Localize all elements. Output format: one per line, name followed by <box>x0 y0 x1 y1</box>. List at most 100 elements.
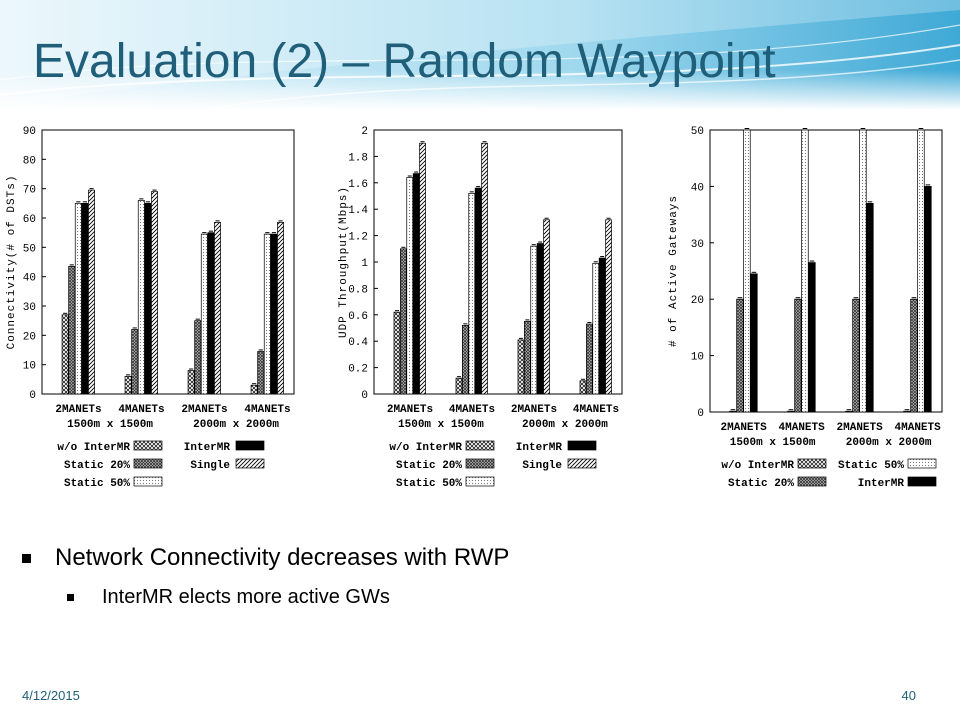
x-group-sublabel: 1500m x 1500m <box>67 419 153 431</box>
bar-static-20- <box>194 320 202 395</box>
x-group-label: 2MANETs <box>387 404 433 416</box>
legend-label: Static 50% <box>838 460 904 472</box>
x-group-label: 4MANETs <box>573 404 619 416</box>
y-tick-label: 1.8 <box>348 152 368 164</box>
bar-w-o-intermr <box>455 377 463 395</box>
bar-intermr <box>536 243 544 395</box>
legend-label: InterMR <box>516 442 563 454</box>
bar-static-20- <box>794 298 802 413</box>
bar-intermr <box>207 232 215 395</box>
bar-static-50- <box>137 200 145 395</box>
bar-w-o-intermr <box>579 380 587 395</box>
y-tick-label: 1.6 <box>348 179 368 191</box>
bar-w-o-intermr <box>517 339 525 395</box>
footer-date: 4/12/2015 <box>22 688 80 703</box>
x-group-label: 2MANETS <box>721 422 768 434</box>
bar-static-50- <box>859 129 867 413</box>
legend-swatch <box>797 476 827 487</box>
y-tick-label: 50 <box>23 243 36 255</box>
legend-label: Static 20% <box>728 478 794 490</box>
x-group-label: 4MANETS <box>895 422 942 434</box>
y-tick-label: 30 <box>23 302 36 314</box>
bar-intermr <box>808 262 816 413</box>
y-tick-label: 10 <box>691 352 704 364</box>
legend-label: Static 20% <box>64 460 130 472</box>
bar-w-o-intermr <box>61 314 69 395</box>
y-tick-label: 2 <box>361 126 368 138</box>
slide-title: Evaluation (2) – Random Waypoint <box>33 35 776 88</box>
bar-single <box>151 191 158 395</box>
legend-swatch <box>235 440 265 451</box>
bar-intermr <box>144 202 152 395</box>
x-group-label: 4MANETs <box>449 404 495 416</box>
x-group-label: 2MANETs <box>511 404 557 416</box>
bar-static-20- <box>524 321 531 395</box>
x-group-sublabel: 1500m x 1500m <box>398 419 484 431</box>
bullet-marker <box>22 554 31 563</box>
bar-static-20- <box>68 266 76 395</box>
connectivity-chart: 0 10 20 30 40 50 60 70 80 90 Connectivity(# of DST… <box>4 110 304 510</box>
x-group-label: 4MANETS <box>779 422 826 434</box>
y-tick-label: 0.4 <box>348 337 368 349</box>
chart-svg: 0 10 20 30 40 50 # of Active Gateways 2MANETS 4M… <box>668 126 943 490</box>
bar-intermr <box>866 202 874 413</box>
bar-intermr <box>474 187 482 395</box>
x-group-sublabel: 2000m x 2000m <box>193 419 279 431</box>
bar-static-20- <box>910 298 918 413</box>
bar-static-50- <box>263 233 271 395</box>
legend-label: w/o InterMR <box>389 442 462 454</box>
legend-swatch <box>465 476 495 487</box>
plot-frame <box>41 129 295 395</box>
y-axis-title: Connectivity(# of DSTs) <box>6 175 18 350</box>
y-tick-label: 0.2 <box>348 364 368 376</box>
bar-w-o-intermr <box>787 410 795 413</box>
x-group-label: 4MANETs <box>244 404 290 416</box>
x-group-sublabel: 2000m x 2000m <box>522 419 608 431</box>
y-tick-label: 20 <box>691 295 704 307</box>
legend-swatch <box>133 458 163 469</box>
legend-label: Single <box>522 460 562 472</box>
bar-static-50- <box>406 177 414 395</box>
legend-swatch <box>567 440 597 451</box>
y-tick-label: 0.6 <box>348 311 368 323</box>
y-tick-label: 0 <box>29 390 36 402</box>
bullet-text: Network Connectivity decreases with RWP <box>55 544 510 571</box>
legend-swatch <box>133 476 163 487</box>
bar-intermr <box>270 233 278 395</box>
bar-intermr <box>412 173 420 395</box>
x-group-sublabel: 1500m x 1500m <box>730 437 816 449</box>
legend-swatch <box>133 440 163 451</box>
y-tick-label: 1.4 <box>348 205 368 217</box>
bar-single <box>605 219 612 395</box>
bar-intermr <box>598 257 606 395</box>
legend-label: Single <box>190 460 230 472</box>
y-axis-title: UDP Throughput(Mbps) <box>338 186 350 338</box>
x-group-label: 4MANETs <box>118 404 164 416</box>
y-tick-label: 30 <box>691 239 704 251</box>
y-axis-title: # of Active Gateways <box>668 195 680 347</box>
bar-w-o-intermr <box>124 376 132 395</box>
y-tick-label: 20 <box>23 331 36 343</box>
legend-label: Static 50% <box>396 478 462 490</box>
y-tick-label: 90 <box>23 126 36 138</box>
y-tick-label: 10 <box>23 361 36 373</box>
legend-swatch <box>797 458 827 469</box>
legend-label: Static 50% <box>64 478 130 490</box>
y-tick-label: 0.8 <box>348 284 368 296</box>
bar-w-o-intermr <box>393 311 401 395</box>
legend-label: w/o InterMR <box>721 460 794 472</box>
bar-static-50- <box>468 193 476 395</box>
bar-w-o-intermr <box>903 410 911 413</box>
legend-label: InterMR <box>858 478 905 490</box>
legend-label: InterMR <box>184 442 231 454</box>
legend-swatch <box>907 458 937 469</box>
bar-static-20- <box>400 248 407 395</box>
bar-static-20- <box>736 298 744 413</box>
bar-static-20- <box>852 298 860 413</box>
y-tick-label: 40 <box>691 182 704 194</box>
x-group-label: 2MANETs <box>181 404 227 416</box>
y-tick-label: 1 <box>361 258 368 270</box>
bullet-marker <box>67 594 74 601</box>
bar-static-20- <box>257 351 265 395</box>
bar-w-o-intermr <box>187 370 195 395</box>
